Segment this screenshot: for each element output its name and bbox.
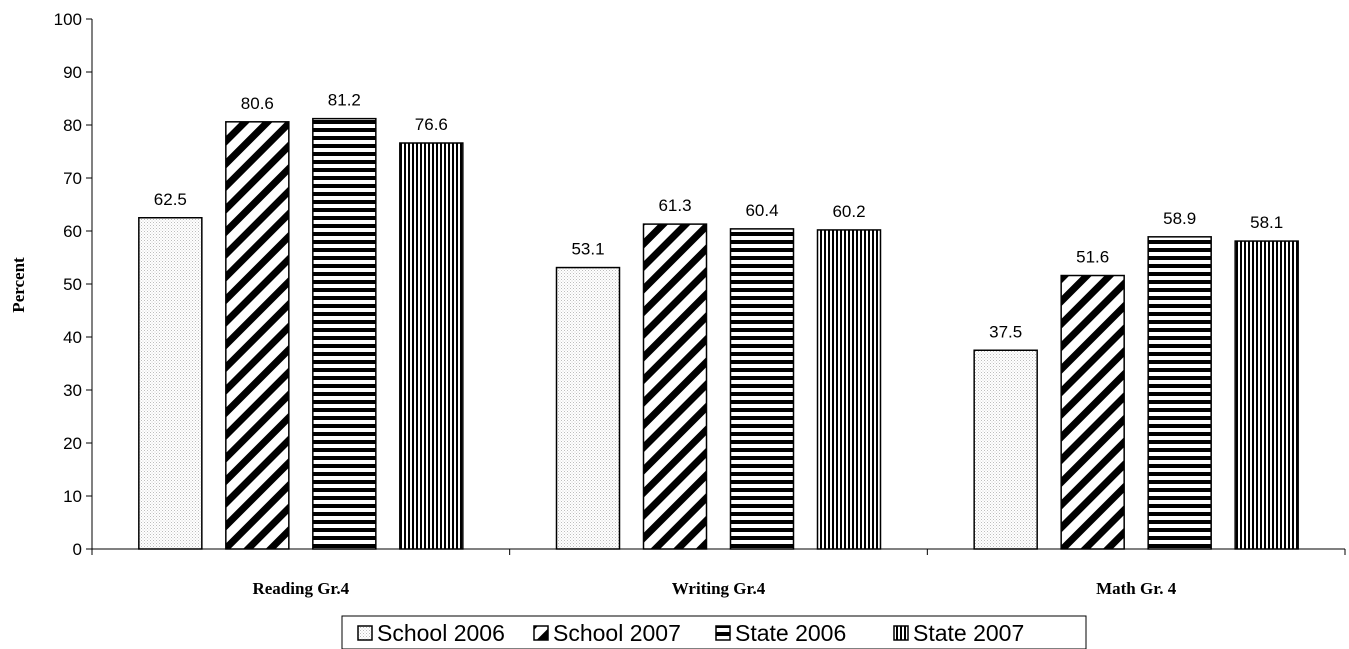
y-tick-label: 20 xyxy=(63,434,82,453)
data-label: 62.5 xyxy=(154,190,187,209)
bar-school-2007-2 xyxy=(1060,274,1125,550)
bar-school-2006-1 xyxy=(555,266,621,550)
y-tick-label: 90 xyxy=(63,63,82,82)
y-tick-label: 60 xyxy=(63,222,82,241)
bar-state-2007-0 xyxy=(399,142,464,550)
bar-school-2006-2 xyxy=(973,349,1038,550)
legend-swatch xyxy=(533,625,549,641)
legend-label: School 2007 xyxy=(553,620,681,646)
bar-school-2006-0 xyxy=(138,217,203,550)
y-tick-label: 40 xyxy=(63,328,82,347)
x-category-label: Writing Gr.4 xyxy=(672,579,766,598)
y-axis-title: Percent xyxy=(9,257,28,313)
legend: School 2006 School 2007 State 2006 State 20… xyxy=(341,615,1087,649)
data-label: 58.1 xyxy=(1250,213,1283,232)
y-tick-label: 50 xyxy=(63,275,82,294)
legend-box xyxy=(341,615,1087,649)
data-label: 60.4 xyxy=(745,201,778,220)
y-tick-label: 30 xyxy=(63,381,82,400)
data-label: 76.6 xyxy=(415,115,448,134)
legend-swatch xyxy=(893,625,909,641)
bar-state-2007-2 xyxy=(1234,240,1299,550)
y-tick-label: 80 xyxy=(63,116,82,135)
legend-label: School 2006 xyxy=(377,620,505,646)
bar-state-2006-2 xyxy=(1147,236,1212,550)
bar-school-2007-0 xyxy=(225,121,290,550)
bar-state-2006-0 xyxy=(312,117,377,550)
y-tick-label: 100 xyxy=(54,10,82,29)
data-label: 81.2 xyxy=(328,91,361,110)
data-label: 53.1 xyxy=(571,240,604,259)
x-category-label: Math Gr. 4 xyxy=(1096,579,1177,598)
data-label: 51.6 xyxy=(1076,248,1109,267)
data-label: 60.2 xyxy=(832,202,865,221)
data-label: 61.3 xyxy=(658,196,691,215)
axes: 0 10 20 30 40 50 60 70 80 90 100 Reading Gr.4 Writin… xyxy=(54,10,1346,598)
data-label: 37.5 xyxy=(989,322,1022,341)
data-label: 58.9 xyxy=(1163,209,1196,228)
legend-swatch xyxy=(357,625,373,641)
bar-school-2007-1 xyxy=(642,223,708,550)
bar-state-2007-1 xyxy=(816,229,882,550)
data-label: 80.6 xyxy=(241,94,274,113)
legend-label: State 2006 xyxy=(735,620,846,646)
legend-label: State 2007 xyxy=(913,620,1024,646)
x-category-label: Reading Gr.4 xyxy=(252,579,349,598)
y-tick-label: 70 xyxy=(63,169,82,188)
bar-state-2006-1 xyxy=(729,228,795,550)
bars-group xyxy=(138,117,1299,550)
y-tick-label: 10 xyxy=(63,487,82,506)
y-tick-label: 0 xyxy=(73,540,82,559)
legend-swatch xyxy=(715,625,731,641)
data-labels-group: 62.5 80.6 81.2 76.6 53.1 61.3 60.4 60.2 37.5 51.6… xyxy=(154,91,1283,342)
